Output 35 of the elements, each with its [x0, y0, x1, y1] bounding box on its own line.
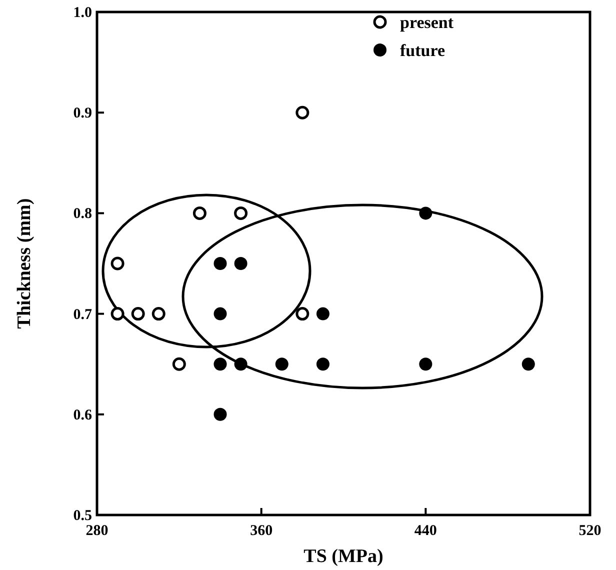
y-tick-label: 0.9	[73, 106, 92, 122]
point	[522, 358, 535, 371]
point	[296, 307, 310, 321]
point	[152, 307, 166, 321]
y-axis-title: Thickness (mm)	[14, 198, 35, 329]
x-tick-label: 440	[414, 523, 437, 539]
point	[110, 307, 124, 321]
y-tick-label: 0.5	[73, 508, 92, 524]
point	[214, 358, 227, 371]
point	[192, 206, 206, 220]
point	[316, 358, 330, 371]
point	[296, 106, 310, 120]
point	[275, 358, 288, 371]
point	[419, 206, 432, 220]
x-tick-label: 360	[250, 523, 273, 539]
point	[316, 307, 330, 320]
point	[131, 307, 145, 321]
x-axis-title: TS (MPa)	[304, 546, 384, 567]
y-tick-label: 1.0	[73, 5, 92, 21]
point	[110, 256, 124, 270]
point	[214, 408, 227, 421]
legend-label: future	[400, 41, 446, 60]
point	[214, 257, 227, 270]
y-tick-label: 0.6	[73, 407, 92, 424]
y-tick-label: 0.8	[73, 206, 92, 222]
x-tick-label: 280	[86, 523, 108, 539]
point	[172, 357, 186, 371]
point	[234, 358, 248, 371]
point	[234, 257, 248, 270]
legend-label: present	[400, 13, 454, 32]
x-tick-label: 520	[578, 523, 602, 539]
y-tick-label: 0.7	[73, 306, 92, 323]
point	[234, 206, 248, 220]
point	[419, 358, 432, 371]
point	[214, 307, 227, 320]
